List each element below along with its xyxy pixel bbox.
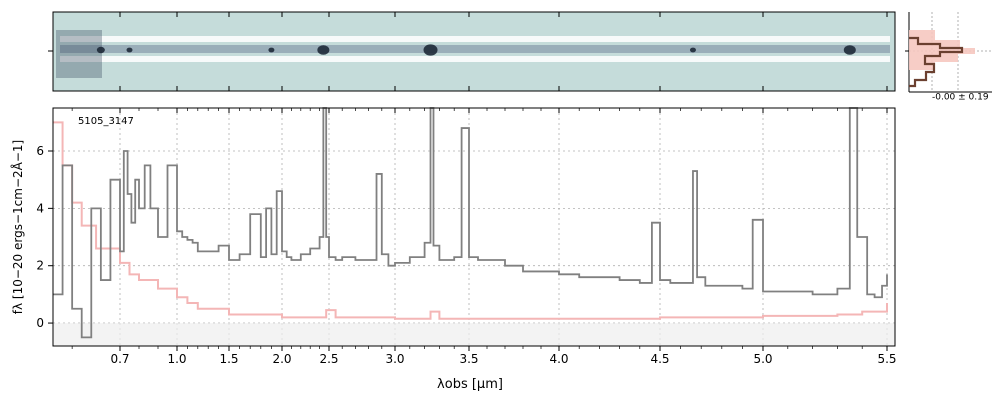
x-tick-label: 1.0	[167, 352, 186, 366]
object-label: 5105_3147	[78, 116, 134, 127]
y-tick-label: 0	[36, 316, 44, 330]
x-tick-label: 2.5	[319, 352, 338, 366]
cutout-blob	[689, 47, 696, 53]
y-tick-label: 2	[36, 259, 44, 273]
x-tick-label: 4.5	[650, 352, 669, 366]
x-tick-label: 3.0	[385, 352, 404, 366]
x-tick-label: 5.5	[877, 352, 896, 366]
cutout-blob	[423, 44, 438, 56]
cutout-panel	[48, 11, 896, 92]
y-tick-label: 4	[36, 201, 44, 215]
x-tick-label: 3.5	[459, 352, 478, 366]
cutout-blob	[96, 46, 105, 54]
main-plot: 0.7 1.0 1.5 2.0 2.5 3.0 3.5 4.0 4.5 5.0 5.5 0 2 4 6 5…	[10, 107, 897, 392]
y-axis-ticks: 0 2 4 6	[36, 144, 53, 330]
cutout-trace-core	[60, 45, 890, 53]
x-tick-label: 4.0	[549, 352, 568, 366]
flux-spectrum-line	[53, 107, 888, 339]
main-plot-area	[53, 108, 895, 346]
main-plot-frame	[52, 107, 896, 347]
cutout-trace-light	[60, 36, 890, 42]
cutout-trace-light-lower	[60, 56, 890, 62]
cutout-blob	[843, 45, 856, 55]
cutout-blob	[268, 47, 275, 53]
cutout-emission-blobs	[96, 44, 856, 56]
cutout-blob	[126, 47, 133, 53]
cutout-xticks	[119, 12, 888, 91]
inset-hist-line	[909, 36, 964, 88]
x-tick-label: 2.0	[272, 352, 291, 366]
x-tick-label: 1.5	[219, 352, 238, 366]
cutout-blob	[317, 45, 330, 55]
inset-label: -0.00 ± 0.19	[932, 93, 989, 103]
histogram-inset: -0.00 ± 0.19	[905, 12, 992, 103]
y-axis-label: fλ [10−20 ergs−1cm−2Å−1]	[10, 140, 25, 314]
x-axis-ticks: 0.7 1.0 1.5 2.0 2.5 3.0 3.5 4.0 4.5 5.0 5.5	[71, 108, 897, 366]
zero-band	[53, 323, 895, 346]
x-tick-label: 5.0	[753, 352, 772, 366]
x-axis-label: λobs [μm]	[437, 377, 503, 392]
error-spectrum-line	[53, 121, 888, 320]
inset-hist-fill	[909, 30, 975, 70]
cutout-noisy-edge	[56, 30, 102, 78]
y-tick-label: 6	[36, 144, 44, 158]
x-tick-label: 0.7	[110, 352, 129, 366]
